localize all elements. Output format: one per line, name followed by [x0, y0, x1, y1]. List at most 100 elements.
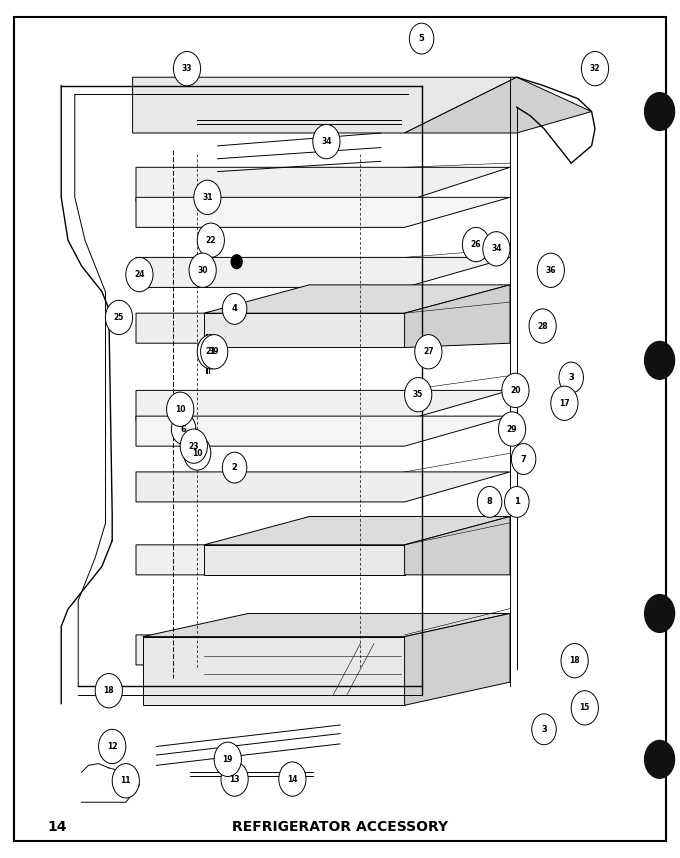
Polygon shape	[136, 545, 510, 575]
Circle shape	[415, 335, 442, 369]
Circle shape	[99, 729, 126, 764]
Text: 8: 8	[487, 498, 492, 506]
Circle shape	[511, 444, 536, 474]
Text: 4: 4	[232, 305, 237, 313]
Text: 22: 22	[205, 236, 216, 245]
Text: 3: 3	[541, 725, 547, 734]
Text: 27: 27	[423, 347, 434, 356]
Circle shape	[171, 414, 196, 444]
Polygon shape	[136, 167, 510, 202]
Text: 18: 18	[103, 686, 114, 695]
Circle shape	[483, 232, 510, 266]
Text: 24: 24	[134, 270, 145, 279]
Text: 32: 32	[590, 64, 600, 73]
Text: 23: 23	[188, 442, 199, 450]
Circle shape	[405, 378, 432, 412]
Circle shape	[537, 253, 564, 287]
Circle shape	[184, 436, 211, 470]
Text: 7: 7	[521, 455, 526, 463]
Text: 13: 13	[229, 775, 240, 783]
Circle shape	[559, 362, 583, 393]
Circle shape	[551, 386, 578, 420]
Circle shape	[222, 293, 247, 324]
Circle shape	[95, 674, 122, 708]
Text: 1: 1	[514, 498, 520, 506]
Polygon shape	[136, 390, 510, 420]
Circle shape	[231, 255, 242, 269]
Polygon shape	[136, 257, 510, 287]
Text: 20: 20	[510, 386, 521, 395]
Circle shape	[105, 300, 133, 335]
Text: 30: 30	[197, 266, 208, 275]
Text: 31: 31	[202, 193, 213, 202]
Text: 14: 14	[287, 775, 298, 783]
Text: 6: 6	[181, 425, 186, 433]
Text: 36: 36	[545, 266, 556, 275]
Text: 10: 10	[175, 405, 186, 414]
Circle shape	[197, 335, 224, 369]
Text: 17: 17	[559, 399, 570, 408]
Text: 19: 19	[222, 755, 233, 764]
Polygon shape	[136, 416, 510, 446]
Circle shape	[112, 764, 139, 798]
Text: 34: 34	[321, 137, 332, 146]
Circle shape	[532, 714, 556, 745]
Text: 28: 28	[537, 322, 548, 330]
Text: 10: 10	[192, 449, 203, 457]
Circle shape	[462, 227, 490, 262]
Text: 3: 3	[568, 373, 574, 382]
Polygon shape	[405, 285, 510, 347]
Polygon shape	[204, 313, 405, 347]
Circle shape	[180, 429, 207, 463]
Circle shape	[645, 740, 675, 778]
Text: 25: 25	[114, 313, 124, 322]
Text: 11: 11	[120, 776, 131, 785]
Circle shape	[214, 742, 241, 776]
Polygon shape	[405, 613, 510, 705]
Circle shape	[502, 373, 529, 408]
Polygon shape	[204, 517, 510, 545]
Circle shape	[505, 486, 529, 517]
Circle shape	[197, 223, 224, 257]
Circle shape	[409, 23, 434, 54]
Text: 34: 34	[491, 245, 502, 253]
Circle shape	[645, 341, 675, 379]
Circle shape	[194, 180, 221, 214]
Text: REFRIGERATOR ACCESSORY: REFRIGERATOR ACCESSORY	[232, 820, 448, 834]
Text: 39: 39	[209, 347, 220, 356]
Circle shape	[561, 644, 588, 678]
Polygon shape	[204, 285, 510, 313]
Text: 35: 35	[413, 390, 424, 399]
Polygon shape	[136, 635, 510, 665]
Circle shape	[126, 257, 153, 292]
Text: 33: 33	[182, 64, 192, 73]
Text: 14: 14	[48, 820, 67, 834]
Circle shape	[173, 51, 201, 86]
Text: 18: 18	[569, 656, 580, 665]
Circle shape	[221, 762, 248, 796]
Circle shape	[477, 486, 502, 517]
Polygon shape	[143, 613, 510, 637]
Circle shape	[529, 309, 556, 343]
Polygon shape	[133, 77, 517, 133]
Circle shape	[645, 93, 675, 130]
Text: 2: 2	[232, 463, 237, 472]
Circle shape	[313, 124, 340, 159]
Circle shape	[167, 392, 194, 426]
Text: 29: 29	[507, 425, 517, 433]
Text: 5: 5	[419, 34, 424, 43]
Circle shape	[201, 335, 228, 369]
Polygon shape	[143, 637, 405, 705]
Circle shape	[581, 51, 609, 86]
Polygon shape	[136, 313, 510, 343]
Circle shape	[645, 595, 675, 632]
Circle shape	[189, 253, 216, 287]
Polygon shape	[204, 545, 405, 575]
Text: 15: 15	[579, 704, 590, 712]
Circle shape	[571, 691, 598, 725]
Text: 12: 12	[107, 742, 118, 751]
Circle shape	[498, 412, 526, 446]
Text: 26: 26	[471, 240, 481, 249]
Polygon shape	[136, 472, 510, 502]
Polygon shape	[405, 77, 592, 133]
